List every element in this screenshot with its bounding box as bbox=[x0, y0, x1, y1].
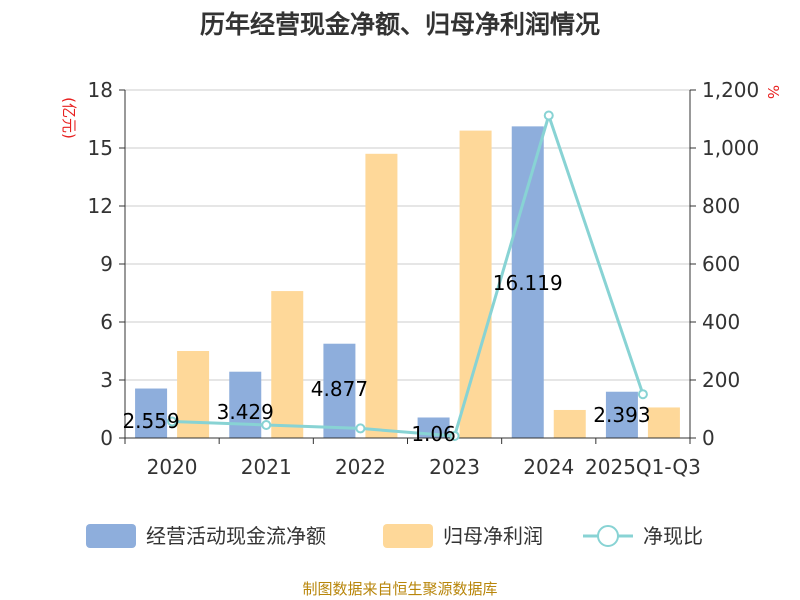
data-labels: 2.559 3.429 4.877 1.06 16.119 2.393 bbox=[122, 271, 650, 446]
ratio-point bbox=[543, 110, 554, 121]
x-tick-label: 2024 bbox=[523, 455, 574, 479]
chart-title: 历年经营现金净额、归母净利润情况 bbox=[200, 10, 600, 39]
op-cash-bar bbox=[511, 126, 544, 438]
right-tick-label: 800 bbox=[702, 194, 740, 218]
ratio-line-path bbox=[172, 110, 645, 438]
ratio-line bbox=[167, 110, 648, 441]
legend: 经营活动现金流净额 归母净利润 净现比 bbox=[86, 524, 703, 548]
x-tick-label: 2025Q1-Q3 bbox=[585, 455, 701, 479]
net-profit-bar bbox=[177, 351, 210, 438]
net-profit-bar bbox=[271, 291, 304, 438]
left-tick-label: 0 bbox=[100, 426, 113, 450]
net-profit-bar bbox=[553, 409, 586, 438]
axes: 0 0 3 200 6 400 9 600 12 800 15 1,000 18 1,200 2020 202… bbox=[88, 78, 760, 479]
ratio-point bbox=[449, 430, 460, 441]
source-note: 制图数据来自恒生聚源数据库 bbox=[302, 580, 497, 598]
right-axis-unit: % bbox=[764, 85, 782, 99]
op-cash-value-label: 2.393 bbox=[593, 403, 650, 427]
op-cash-value-label: 2.559 bbox=[122, 409, 179, 433]
legend-label: 归母净利润 bbox=[443, 524, 543, 548]
ratio-point bbox=[637, 389, 648, 400]
right-tick-label: 1,000 bbox=[702, 136, 759, 160]
ratio-point bbox=[355, 423, 366, 434]
left-tick-label: 18 bbox=[88, 78, 113, 102]
left-tick-label: 3 bbox=[100, 368, 113, 392]
op-cash-bar bbox=[135, 388, 168, 438]
left-axis-unit: (亿元) bbox=[60, 97, 78, 139]
x-tick-label: 2023 bbox=[429, 455, 480, 479]
x-tick-label: 2021 bbox=[241, 455, 292, 479]
op-cash-value-label: 3.429 bbox=[217, 400, 274, 424]
x-tick-label: 2022 bbox=[335, 455, 386, 479]
left-tick-label: 6 bbox=[100, 310, 113, 334]
right-tick-label: 200 bbox=[702, 368, 740, 392]
net-profit-bar bbox=[647, 407, 680, 438]
right-tick-label: 0 bbox=[702, 426, 715, 450]
legend-swatch-marker bbox=[597, 525, 619, 547]
left-tick-label: 12 bbox=[88, 194, 113, 218]
net-profit-bar bbox=[459, 130, 492, 438]
bars bbox=[135, 126, 680, 439]
ratio-point bbox=[167, 416, 178, 427]
left-tick-label: 9 bbox=[100, 252, 113, 276]
gridlines bbox=[125, 89, 690, 381]
legend-swatch bbox=[86, 524, 136, 548]
op-cash-bar bbox=[229, 371, 262, 438]
op-cash-value-label: 16.119 bbox=[493, 271, 563, 295]
legend-label: 经营活动现金流净额 bbox=[146, 524, 326, 548]
op-cash-value-label: 1.06 bbox=[411, 422, 456, 446]
ratio-point bbox=[261, 419, 272, 430]
x-tick-label: 2020 bbox=[147, 455, 198, 479]
right-tick-label: 600 bbox=[702, 252, 740, 276]
right-tick-label: 400 bbox=[702, 310, 740, 334]
right-tick-label: 1,200 bbox=[702, 78, 759, 102]
op-cash-bar bbox=[605, 391, 638, 438]
op-cash-bar bbox=[323, 343, 356, 438]
net-profit-bar bbox=[365, 153, 398, 439]
op-cash-value-label: 4.877 bbox=[311, 377, 368, 401]
legend-label: 净现比 bbox=[643, 524, 703, 548]
legend-swatch bbox=[383, 524, 433, 548]
left-tick-label: 15 bbox=[88, 136, 113, 160]
